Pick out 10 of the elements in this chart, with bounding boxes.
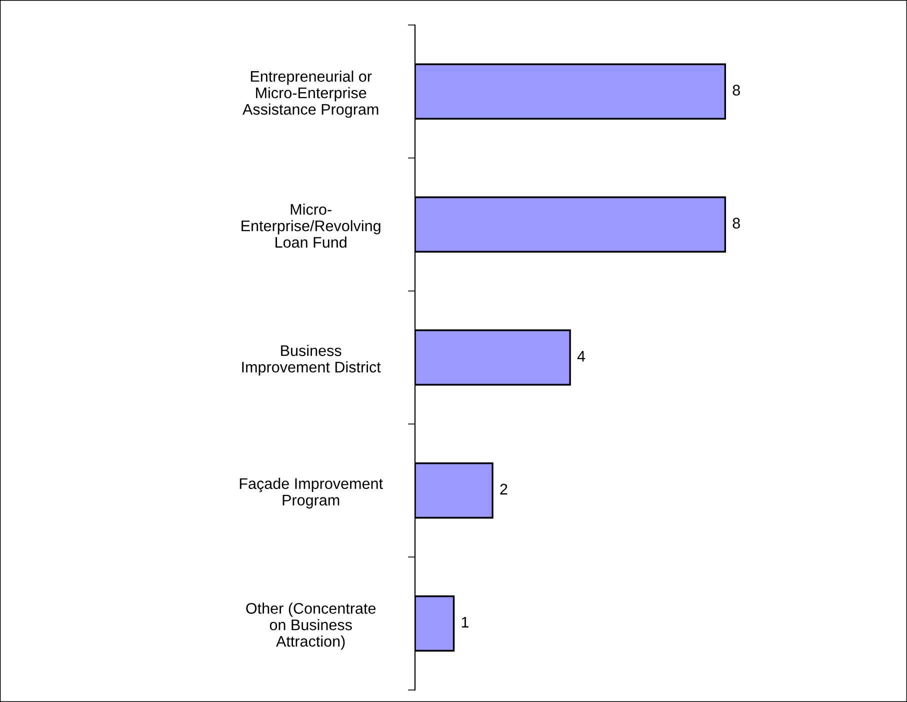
y-tick-label: Façade Improvement Program [240, 478, 383, 509]
y-tick-label: Entrepreneurial or Micro-Enterprise Assistance Program [242, 70, 378, 118]
y-tick-label: Micro- Enterprise/Revolving Loan Fund [242, 204, 380, 248]
y-tick-label: Business Improvement District [242, 344, 381, 376]
data-label: 8 [732, 84, 740, 96]
data-label: 1 [462, 616, 468, 628]
data-label: 8 [732, 218, 740, 229]
data-label: 4 [577, 350, 586, 362]
y-tick-label: Other (Concentrate on Business Attraction) [246, 602, 376, 650]
data-label: 2 [500, 484, 508, 494]
